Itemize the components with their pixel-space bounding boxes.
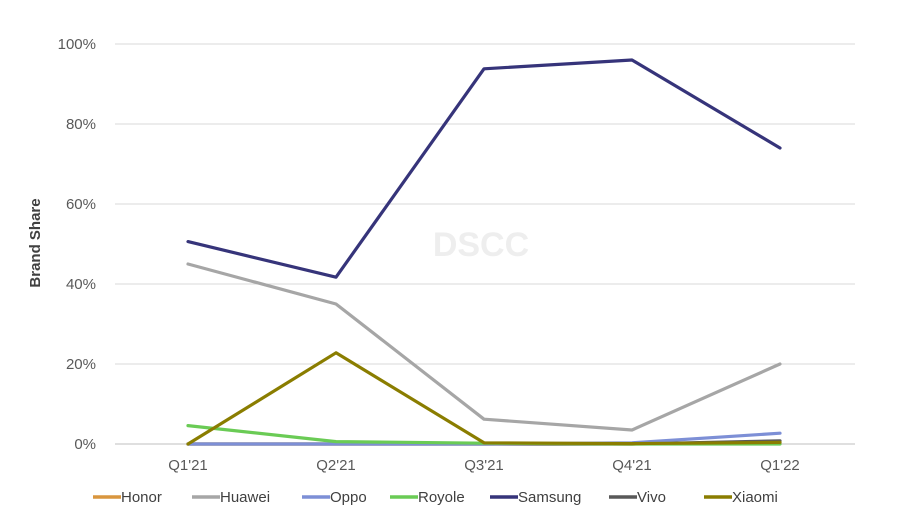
x-tick-label: Q4'21 bbox=[612, 457, 652, 474]
y-axis-ticks: 0% 20% 40% 60% 80% 100% bbox=[58, 36, 96, 453]
series-line-samsung bbox=[186, 58, 782, 279]
legend-label-huawei: Huawei bbox=[220, 489, 270, 506]
series-line-huawei bbox=[186, 262, 782, 432]
x-tick-label: Q3'21 bbox=[464, 457, 504, 474]
y-tick-label: 40% bbox=[66, 276, 96, 293]
x-tick-label: Q1'21 bbox=[168, 457, 208, 474]
y-tick-label: 60% bbox=[66, 196, 96, 213]
y-tick-label: 0% bbox=[74, 436, 96, 453]
y-tick-label: 80% bbox=[66, 116, 96, 133]
x-tick-label: Q1'22 bbox=[760, 457, 800, 474]
y-axis-label: Brand Share bbox=[27, 198, 44, 287]
legend-label-samsung: Samsung bbox=[518, 489, 581, 506]
legend-label-honor: Honor bbox=[121, 489, 162, 506]
legend: Honor Huawei Oppo Royole Samsung Vivo Xiaomi bbox=[93, 489, 778, 506]
legend-label-xiaomi: Xiaomi bbox=[732, 489, 778, 506]
watermark: DSCC bbox=[433, 226, 529, 264]
legend-label-royole: Royole bbox=[418, 489, 465, 506]
legend-label-vivo: Vivo bbox=[637, 489, 666, 506]
series-line-xiaomi bbox=[186, 351, 782, 446]
legend-label-oppo: Oppo bbox=[330, 489, 367, 506]
x-tick-label: Q2'21 bbox=[316, 457, 356, 474]
x-axis-ticks: Q1'21 Q2'21 Q3'21 Q4'21 Q1'22 bbox=[168, 457, 800, 474]
y-tick-label: 20% bbox=[66, 356, 96, 373]
y-tick-label: 100% bbox=[58, 36, 96, 53]
series-lines bbox=[186, 58, 782, 446]
